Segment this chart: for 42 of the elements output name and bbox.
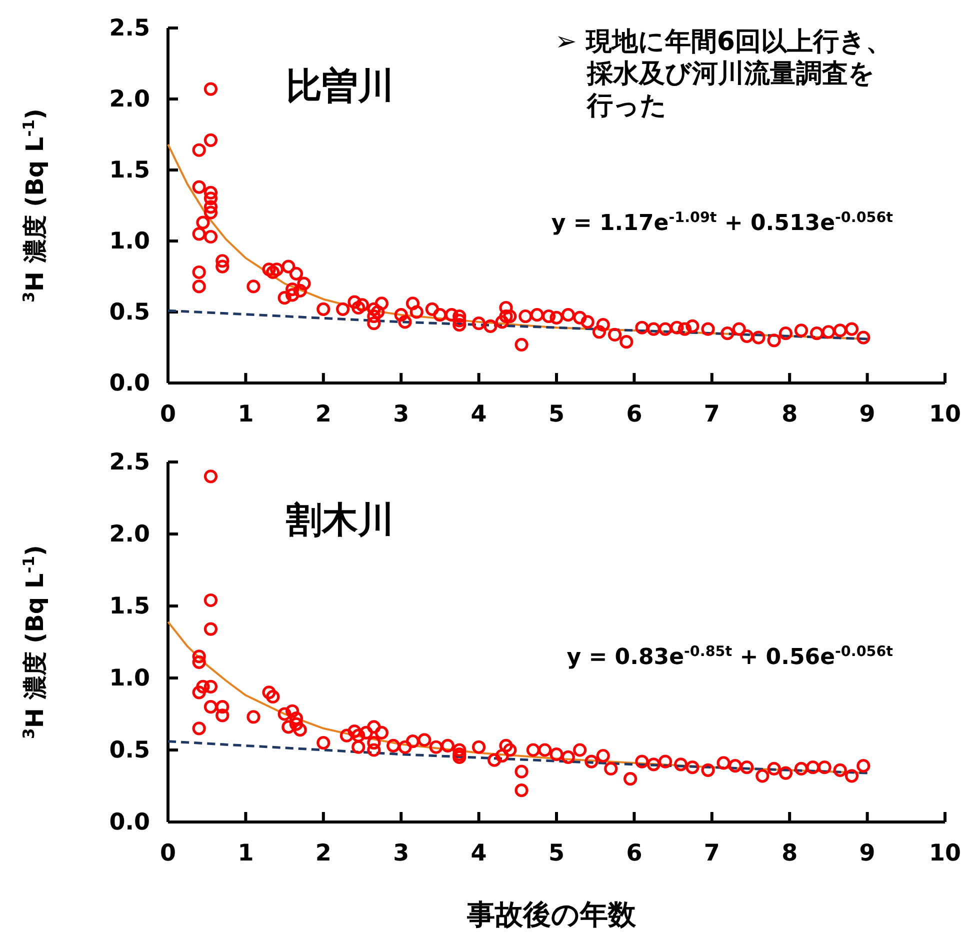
x-tick-label: 1	[238, 401, 254, 428]
y-tick-label: 0.0	[109, 370, 150, 396]
x-tick-label: 2	[315, 401, 332, 428]
annotation: y = 0.83e$^{-0.85t}$ + 0.56e$^{-0.056t}$	[566, 644, 894, 670]
x-tick-label: 10	[928, 840, 962, 866]
x-tick-label: 8	[782, 840, 798, 866]
y-tick-label: 0.5	[109, 737, 150, 764]
x-tick-label: 9	[859, 840, 876, 866]
x-tick-label: 10	[928, 401, 962, 428]
x-tick-label: 2	[315, 840, 332, 866]
x-tick-label: 6	[626, 401, 642, 428]
x-tick-label: 4	[470, 401, 487, 428]
text: 比曽川	[286, 66, 394, 107]
text: 割木川	[286, 500, 394, 541]
x-tick-label: 7	[704, 401, 720, 428]
x-tick-label: 5	[548, 840, 565, 866]
x-tick-label: 1	[238, 840, 254, 866]
y-tick-label: 0.5	[109, 299, 150, 326]
x-axis-title: 事故後の年数	[466, 898, 637, 931]
x-tick-label: 5	[548, 401, 565, 428]
x-tick-label: 8	[782, 401, 798, 428]
x-tick-label: 9	[859, 401, 876, 428]
y-tick-label: 2.5	[109, 449, 150, 476]
y-tick-label: 1.0	[109, 228, 150, 254]
x-tick-label: 0	[160, 840, 176, 866]
y-tick-label: 2.0	[109, 521, 150, 548]
line-series	[166, 309, 869, 340]
y-tick-label: 2.0	[109, 86, 150, 112]
y-tick-label: 1.0	[109, 665, 150, 692]
y-tick-label: 1.5	[109, 157, 150, 184]
annotation: ➢ 現地に年間6回以上行き、採水及び河川流量調査を行った	[555, 27, 892, 121]
x-tick-label: 3	[393, 401, 410, 428]
y-tick-label: 2.5	[109, 15, 150, 42]
annotation: y = 1.17e$^{-1.09t}$ + 0.513e$^{-0.056t}$	[551, 210, 894, 236]
x-tick-label: 7	[704, 840, 720, 866]
line-series	[166, 740, 869, 774]
x-tick-label: 4	[470, 840, 487, 866]
y-tick-label: 0.0	[109, 809, 150, 836]
y-tick-label: 1.5	[109, 593, 150, 620]
x-tick-label: 3	[393, 840, 410, 866]
x-tick-label: 6	[626, 840, 642, 866]
x-tick-label: 0	[160, 401, 176, 428]
